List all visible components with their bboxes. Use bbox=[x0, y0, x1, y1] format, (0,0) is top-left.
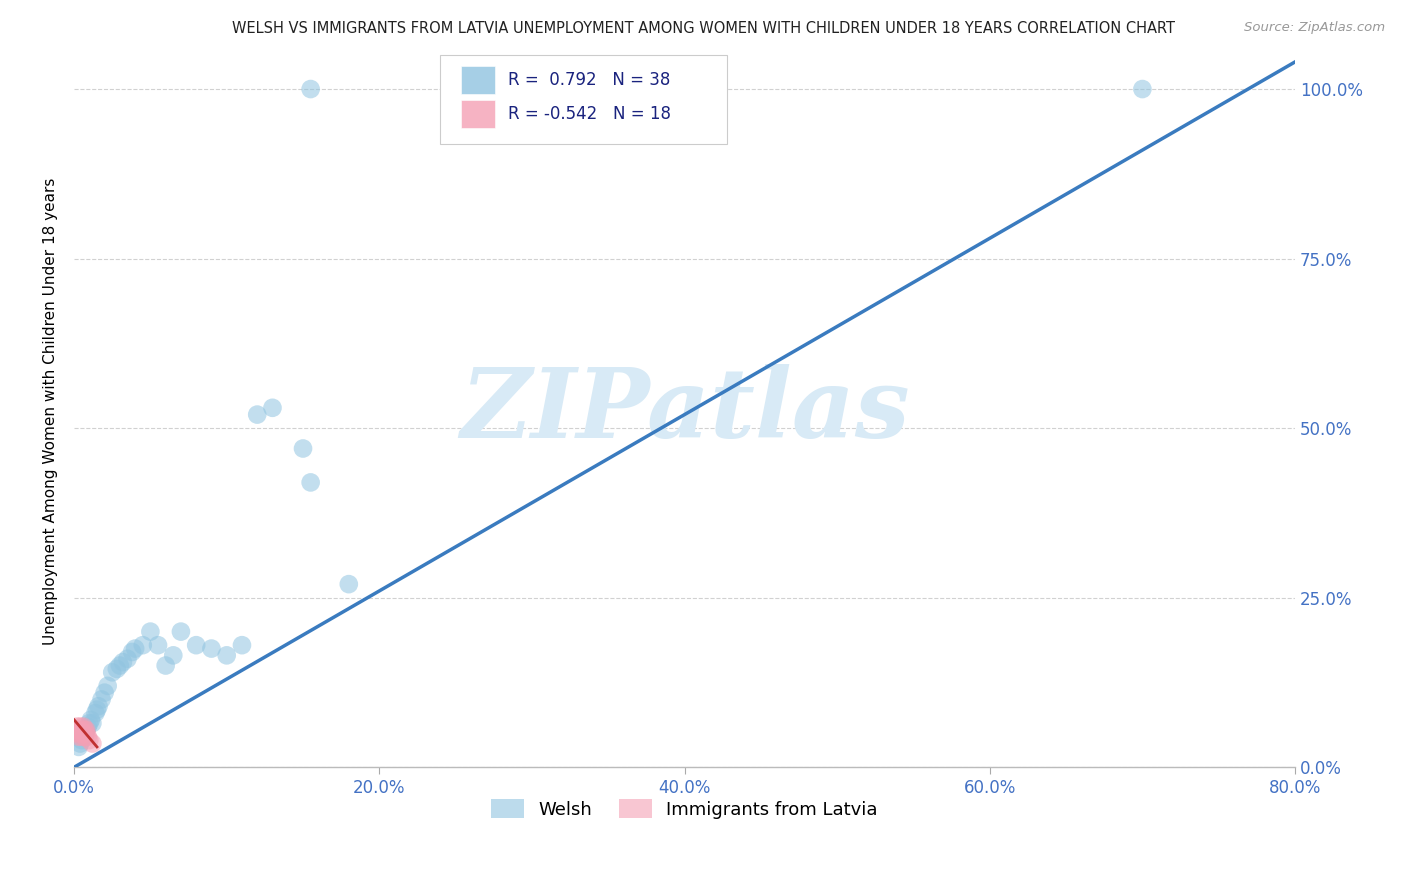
Point bbox=[67, 739, 90, 754]
Point bbox=[108, 658, 131, 673]
Point bbox=[84, 706, 107, 720]
Point bbox=[105, 662, 128, 676]
Point bbox=[97, 679, 120, 693]
Point bbox=[67, 723, 90, 737]
Point bbox=[124, 641, 146, 656]
Point bbox=[73, 723, 96, 737]
FancyBboxPatch shape bbox=[461, 100, 495, 128]
Point bbox=[69, 737, 91, 751]
Point bbox=[299, 82, 322, 96]
Point bbox=[87, 699, 110, 714]
Point bbox=[75, 723, 97, 737]
Point bbox=[65, 723, 87, 737]
Point bbox=[337, 577, 360, 591]
Point bbox=[1132, 82, 1154, 96]
Point bbox=[73, 730, 96, 744]
Point bbox=[155, 658, 177, 673]
Point bbox=[246, 408, 269, 422]
FancyBboxPatch shape bbox=[461, 66, 495, 95]
Point bbox=[117, 652, 139, 666]
Point bbox=[200, 641, 222, 656]
Point bbox=[69, 726, 91, 740]
Point bbox=[86, 703, 108, 717]
Point bbox=[66, 726, 89, 740]
Text: WELSH VS IMMIGRANTS FROM LATVIA UNEMPLOYMENT AMONG WOMEN WITH CHILDREN UNDER 18 : WELSH VS IMMIGRANTS FROM LATVIA UNEMPLOY… bbox=[232, 21, 1174, 36]
Text: R = -0.542   N = 18: R = -0.542 N = 18 bbox=[508, 105, 671, 123]
Point bbox=[231, 638, 253, 652]
Point bbox=[82, 737, 104, 751]
Point bbox=[70, 730, 93, 744]
Point bbox=[132, 638, 155, 652]
Point bbox=[67, 730, 90, 744]
Point bbox=[72, 726, 94, 740]
FancyBboxPatch shape bbox=[440, 55, 727, 145]
Point bbox=[101, 665, 124, 680]
Point bbox=[72, 720, 94, 734]
Point bbox=[170, 624, 193, 639]
Point bbox=[146, 638, 169, 652]
Point bbox=[70, 733, 93, 747]
Point bbox=[299, 475, 322, 490]
Point bbox=[72, 730, 94, 744]
Point bbox=[90, 692, 112, 706]
Point bbox=[111, 655, 134, 669]
Text: R =  0.792   N = 38: R = 0.792 N = 38 bbox=[508, 71, 669, 89]
Point bbox=[121, 645, 143, 659]
Point bbox=[79, 733, 101, 747]
Point bbox=[139, 624, 162, 639]
Text: Source: ZipAtlas.com: Source: ZipAtlas.com bbox=[1244, 21, 1385, 34]
Point bbox=[162, 648, 184, 663]
Text: ZIPatlas: ZIPatlas bbox=[460, 364, 910, 458]
Point bbox=[80, 713, 103, 727]
Point bbox=[292, 442, 315, 456]
Point bbox=[75, 726, 97, 740]
Point bbox=[186, 638, 208, 652]
Point bbox=[73, 726, 96, 740]
Point bbox=[75, 723, 97, 737]
Point bbox=[79, 716, 101, 731]
Point bbox=[70, 723, 93, 737]
Point bbox=[76, 720, 98, 734]
Point bbox=[215, 648, 238, 663]
Point bbox=[262, 401, 284, 415]
Y-axis label: Unemployment Among Women with Children Under 18 years: Unemployment Among Women with Children U… bbox=[44, 178, 58, 645]
Legend: Welsh, Immigrants from Latvia: Welsh, Immigrants from Latvia bbox=[484, 792, 884, 826]
Point bbox=[66, 720, 89, 734]
Point bbox=[93, 686, 115, 700]
Point bbox=[82, 716, 104, 731]
Point bbox=[69, 720, 91, 734]
Point bbox=[76, 730, 98, 744]
